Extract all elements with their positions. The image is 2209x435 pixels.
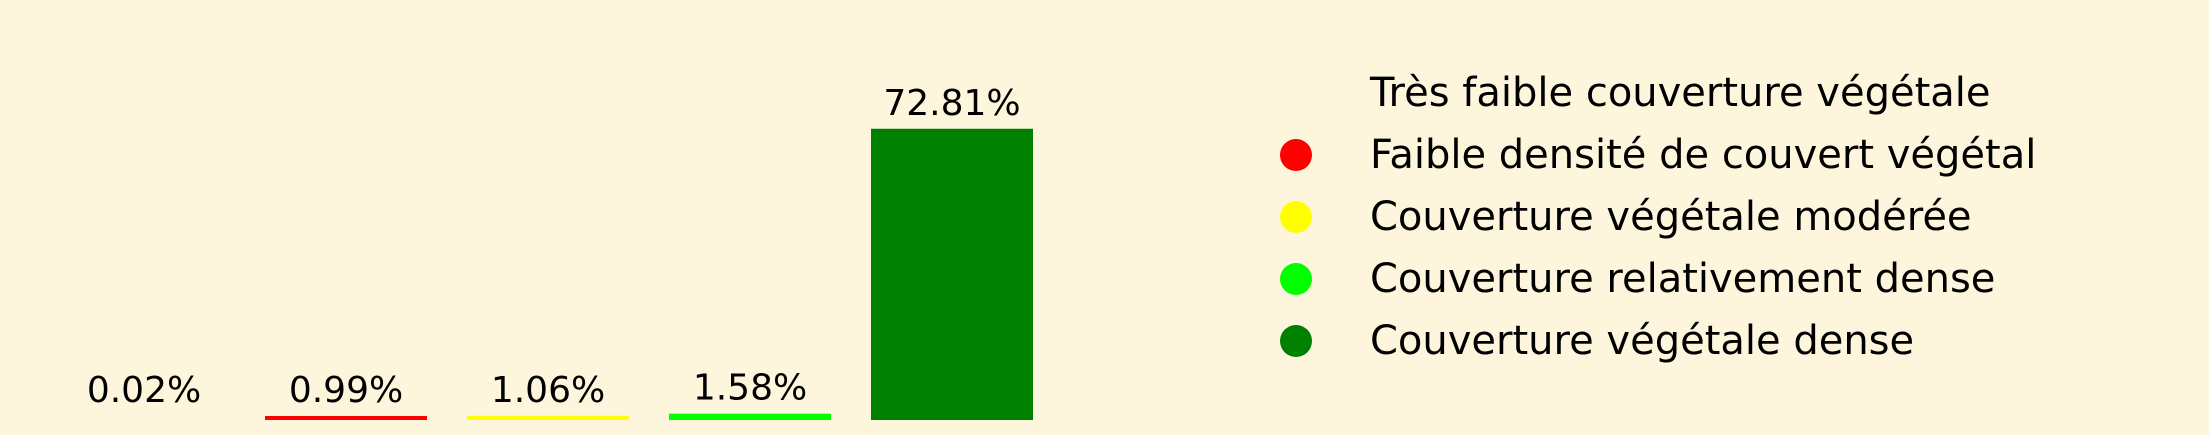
data-label-2: 0.99% (289, 370, 403, 411)
bar-5 (871, 128, 1033, 420)
legend-item-3: Couverture végétale modérée (1280, 186, 2180, 248)
legend-label: Très faible couverture végétale (1370, 70, 1991, 116)
legend-marker-icon (1280, 77, 1312, 109)
bar-3 (467, 415, 629, 420)
legend-marker-icon (1280, 139, 1312, 171)
legend-item-5: Couverture végétale dense (1280, 310, 2180, 372)
data-label-1: 0.02% (87, 370, 201, 411)
bar-4 (669, 413, 831, 420)
bar-2 (265, 416, 427, 420)
bar-1 (63, 416, 225, 420)
legend-item-2: Faible densité de couvert végétal (1280, 124, 2180, 186)
legend-marker-icon (1280, 201, 1312, 233)
data-label-3: 1.06% (491, 370, 605, 411)
data-labels-group: 0.02% 0.99% 1.06% 1.58% 72.81% (87, 83, 1021, 411)
bars-group (63, 128, 1033, 420)
legend-label: Faible densité de couvert végétal (1370, 132, 2037, 178)
legend: Très faible couverture végétale Faible de… (1280, 62, 2180, 372)
bar-chart: 0.02% 0.99% 1.06% 1.58% 72.81% (63, 82, 1033, 420)
legend-marker-icon (1280, 263, 1312, 295)
legend-item-1: Très faible couverture végétale (1280, 62, 2180, 124)
legend-label: Couverture végétale modérée (1370, 194, 1972, 240)
data-label-4: 1.58% (693, 368, 807, 409)
data-label-5: 72.81% (883, 83, 1020, 124)
legend-label: Couverture relativement dense (1370, 256, 1996, 302)
legend-marker-icon (1280, 325, 1312, 357)
legend-label: Couverture végétale dense (1370, 318, 1915, 364)
legend-item-4: Couverture relativement dense (1280, 248, 2180, 310)
